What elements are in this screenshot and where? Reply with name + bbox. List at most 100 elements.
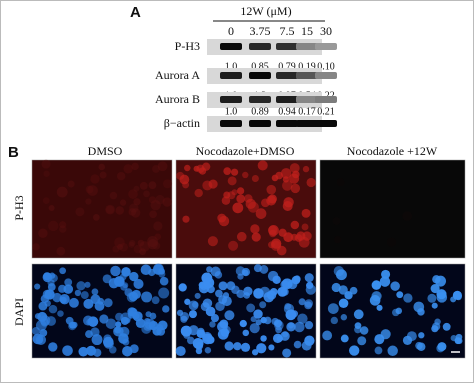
ratio: 0.21 [317, 106, 335, 117]
cell [298, 236, 310, 248]
ratio: 1.0 [225, 106, 238, 117]
cell [250, 316, 257, 323]
cell [239, 319, 247, 328]
cell [139, 241, 150, 252]
cell [289, 163, 300, 173]
cell [92, 214, 100, 221]
row-label: P-H3 [12, 195, 26, 220]
cell [251, 175, 259, 183]
cell [194, 188, 203, 198]
cell [253, 309, 263, 319]
cell [218, 215, 230, 227]
ratio: 0.85 [251, 61, 269, 72]
cell [430, 284, 440, 294]
cell [214, 271, 223, 279]
cell [147, 238, 158, 250]
cell [145, 311, 152, 318]
cell [260, 335, 267, 342]
cell [240, 342, 251, 352]
cell [129, 271, 139, 282]
cell [293, 340, 302, 349]
cell [266, 290, 277, 300]
cell [63, 284, 74, 294]
blot-label: Aurora A [155, 68, 200, 82]
cell [178, 283, 187, 292]
blot-band [296, 120, 318, 127]
cell [353, 309, 364, 320]
cell [114, 237, 125, 248]
cell [215, 289, 223, 298]
cell [84, 281, 91, 288]
cell [376, 304, 383, 311]
ratio: 0.17 [298, 106, 316, 117]
cell [282, 180, 293, 191]
cell [283, 303, 295, 314]
cell [99, 314, 109, 324]
cell [246, 303, 256, 313]
cell [196, 329, 206, 338]
cell [112, 245, 120, 253]
ratio: 0.19 [298, 61, 316, 72]
cell [395, 307, 403, 315]
cell [380, 329, 391, 340]
blot-band [296, 96, 318, 103]
cell [38, 228, 48, 238]
blot-band [315, 43, 337, 50]
cell [260, 316, 267, 324]
cell [269, 229, 277, 238]
cell [99, 171, 107, 179]
cell [194, 292, 201, 299]
cell [155, 194, 165, 205]
cell [418, 332, 425, 339]
cell [133, 278, 144, 289]
cell [129, 203, 139, 213]
cell [237, 273, 244, 280]
cell [152, 326, 162, 336]
cell [162, 305, 170, 313]
panel-label: A [130, 4, 141, 21]
cell [150, 200, 161, 211]
cell [154, 233, 162, 240]
concentration: 7.5 [280, 24, 295, 38]
cell [306, 177, 316, 188]
cell [369, 295, 381, 306]
cell [139, 248, 146, 256]
cell [331, 282, 341, 293]
column-label: DMSO [88, 144, 123, 158]
cell [251, 349, 259, 356]
cell [261, 198, 270, 208]
blot-band [276, 120, 298, 127]
cell [59, 221, 67, 229]
cell [59, 225, 67, 233]
cell [340, 334, 349, 343]
cell [236, 289, 245, 299]
cell [224, 341, 234, 351]
cell [406, 331, 417, 342]
cell [133, 185, 140, 192]
cell [455, 333, 463, 341]
cell [147, 236, 159, 248]
cell [183, 331, 191, 339]
cell [253, 288, 264, 299]
cell [290, 183, 301, 194]
cell [91, 288, 99, 296]
cell [282, 201, 293, 212]
cell [162, 179, 173, 189]
column-label: Nocodazole +12W [347, 144, 438, 158]
cell [403, 293, 413, 303]
cell [207, 236, 218, 247]
cell [103, 298, 113, 308]
cell [282, 348, 292, 358]
blot-band [276, 72, 298, 79]
cell [232, 202, 244, 214]
cell [148, 268, 156, 277]
cell [103, 336, 114, 348]
cell [47, 279, 55, 287]
cell [236, 187, 245, 195]
cell [266, 184, 277, 195]
cell [204, 347, 212, 354]
cell [450, 296, 457, 303]
cell [39, 315, 51, 326]
cell [123, 164, 133, 174]
cell [259, 301, 267, 309]
